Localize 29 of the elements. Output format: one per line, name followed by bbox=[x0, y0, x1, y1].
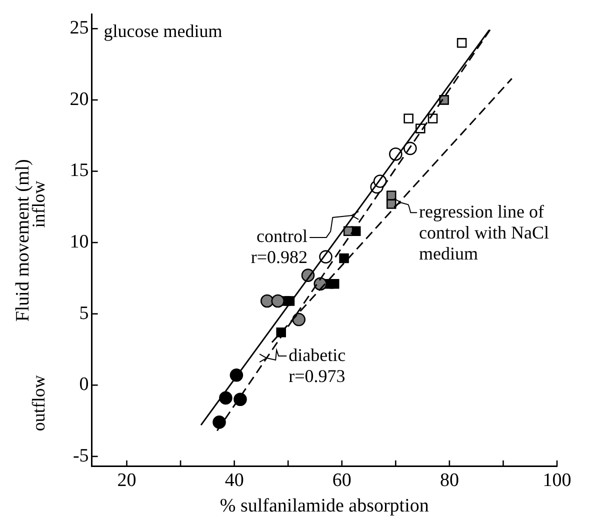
x-tick-label: 60 bbox=[332, 470, 352, 491]
point bbox=[456, 38, 467, 48]
annotation: diabetic r=0.973 bbox=[288, 344, 346, 386]
y-tick-label: -5 bbox=[72, 445, 89, 466]
annotation: regression line of control with NaCl medium bbox=[419, 201, 550, 264]
point bbox=[329, 278, 340, 289]
point bbox=[271, 294, 285, 308]
y-tick-label: 25 bbox=[70, 18, 89, 39]
y-tick-label: 5 bbox=[79, 302, 89, 324]
point bbox=[260, 294, 274, 308]
annotation: control r=0.982 bbox=[250, 226, 308, 268]
point bbox=[212, 416, 226, 429]
x-tick-label: 20 bbox=[117, 470, 136, 491]
text: outflow bbox=[28, 375, 49, 432]
y-tick-label: 0 bbox=[79, 374, 89, 396]
x-tick-label: 100 bbox=[542, 470, 572, 491]
x-axis-title: % sulfanilamide absorption bbox=[220, 496, 430, 517]
y-tick-label: 10 bbox=[70, 232, 89, 253]
point bbox=[339, 253, 349, 264]
point bbox=[234, 392, 247, 406]
y-tick-label: 20 bbox=[70, 88, 89, 110]
point bbox=[219, 391, 232, 405]
x-tick-label: 40 bbox=[224, 470, 244, 491]
point bbox=[292, 312, 306, 326]
annotation: glucose medium bbox=[104, 21, 222, 42]
point bbox=[404, 114, 414, 124]
x-tick-label: 80 bbox=[440, 470, 459, 491]
y-tick-label: 15 bbox=[70, 160, 89, 182]
point bbox=[386, 199, 396, 209]
